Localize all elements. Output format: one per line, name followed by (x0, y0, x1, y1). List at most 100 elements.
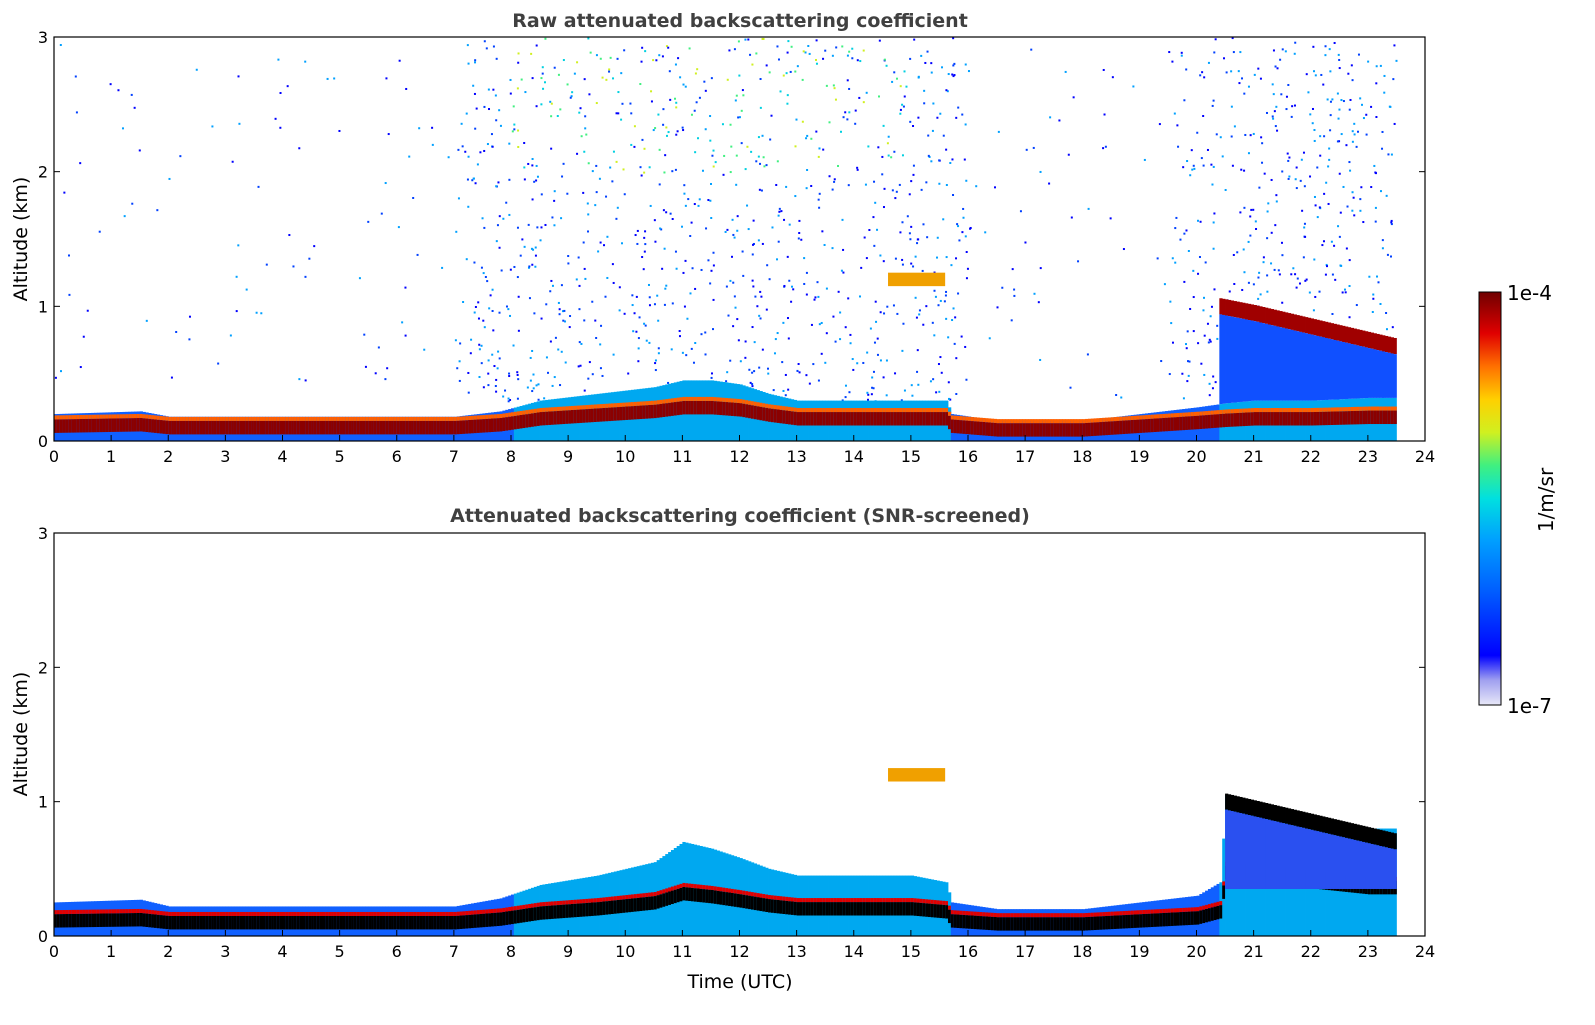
noise-speck (674, 168, 677, 171)
backscatter-edge (1013, 913, 1017, 918)
backscatter-core (856, 412, 860, 426)
backscatter-edge (916, 898, 920, 903)
backscatter-edge (870, 408, 875, 413)
noise-speck (930, 71, 933, 74)
x-tick-label: 21 (1243, 942, 1263, 961)
noise-speck (1087, 207, 1090, 210)
backscatter-edge (1313, 407, 1317, 412)
residual-body (1319, 831, 1323, 889)
noise-speck (1219, 136, 1222, 139)
noise-speck (958, 239, 961, 242)
backscatter-core (1219, 413, 1223, 428)
backscatter-core (1062, 423, 1066, 437)
noise-speck (856, 168, 859, 171)
noise-speck (1270, 231, 1273, 234)
noise-speck (591, 170, 594, 173)
noise-speck (486, 280, 489, 283)
backscatter-edge (1090, 418, 1095, 423)
noise-speck (941, 66, 944, 69)
backscatter-edge (1210, 903, 1215, 908)
backscatter-core (802, 412, 806, 426)
backscatter-core (645, 896, 649, 911)
backscatter-core (1039, 423, 1043, 437)
noise-speck (1233, 282, 1236, 285)
noise-speck (964, 123, 967, 126)
noise-speck (492, 88, 495, 91)
backscatter-edge (856, 408, 860, 413)
backscatter-core (376, 420, 381, 435)
residual-body (1322, 832, 1326, 889)
noise-speck (805, 271, 808, 274)
noise-speck (784, 394, 787, 397)
backscatter-edge (502, 413, 506, 418)
noise-speck (788, 279, 791, 282)
noise-speck (1355, 145, 1358, 148)
backscatter-core (562, 904, 566, 919)
backscatter-edge (54, 415, 58, 420)
backscatter-core (1073, 423, 1077, 437)
backscatter-core (922, 412, 926, 426)
noise-speck (1261, 142, 1264, 145)
noise-speck (1281, 170, 1284, 173)
backscatter-core (839, 902, 843, 916)
noise-speck (916, 370, 919, 373)
noise-speck (1170, 322, 1173, 325)
backscatter-edge (970, 911, 975, 916)
noise-speck (1260, 136, 1263, 139)
residual-layer (1253, 304, 1257, 322)
noise-speck (1109, 217, 1112, 220)
backscatter-edge (373, 416, 378, 421)
backscatter-core (162, 420, 166, 434)
noise-speck (617, 112, 620, 115)
backscatter-edge (108, 414, 112, 419)
backscatter-edge (945, 901, 949, 906)
noise-speck (462, 300, 465, 303)
noise-speck (866, 398, 869, 401)
noise-speck (531, 157, 534, 160)
backscatter-core (579, 409, 583, 423)
backscatter-edge (905, 898, 909, 903)
backscatter-core (859, 902, 863, 916)
residual-body (1247, 815, 1252, 889)
backscatter-core (125, 418, 129, 432)
residual-body (1330, 339, 1334, 400)
noise-speck (1374, 206, 1377, 209)
noise-speck (599, 57, 602, 60)
residual-body (1305, 828, 1309, 889)
backscatter-core (1039, 917, 1043, 931)
backscatter-edge (365, 416, 369, 421)
noise-speck (1281, 254, 1284, 257)
backscatter-edge (739, 890, 743, 895)
backscatter-edge (1007, 913, 1012, 918)
noise-speck (848, 391, 851, 394)
backscatter-edge (785, 406, 789, 411)
backscatter-edge (1227, 409, 1232, 414)
backscatter-edge (265, 911, 269, 916)
backscatter-core (1033, 917, 1037, 931)
noise-speck (736, 215, 739, 218)
backscatter-core (833, 902, 838, 916)
backscatter-core (1359, 410, 1363, 425)
backscatter-edge (1230, 409, 1235, 414)
residual-layer (1296, 315, 1300, 332)
residual-layer (1279, 806, 1283, 823)
backscatter-core (285, 420, 289, 435)
backscatter-core (782, 410, 786, 424)
backscatter-edge (228, 416, 232, 421)
backscatter-edge (648, 892, 652, 897)
noise-speck (727, 314, 730, 317)
backscatter-edge (348, 911, 352, 916)
backscatter-edge (273, 416, 278, 421)
noise-speck (508, 142, 511, 145)
backscatter-edge (653, 400, 658, 405)
backscatter-core (1022, 423, 1026, 437)
noise-speck (1321, 244, 1324, 247)
noise-speck (746, 204, 749, 207)
backscatter-core (1167, 417, 1172, 432)
backscatter-core (1296, 412, 1300, 426)
backscatter-edge (1122, 911, 1126, 916)
noise-speck (491, 288, 494, 291)
residual-body (1242, 318, 1246, 402)
noise-speck (756, 305, 759, 308)
